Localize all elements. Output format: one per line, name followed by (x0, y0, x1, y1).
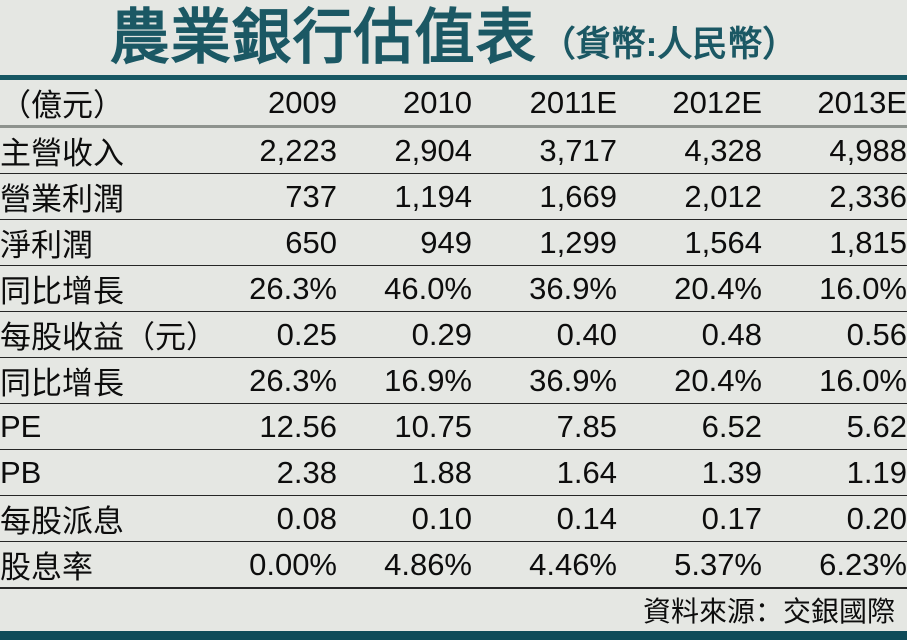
table-row: 淨利潤 650 949 1,299 1,564 1,815 (0, 220, 907, 266)
cell-value: 0.00% (249, 546, 337, 582)
cell-value: 20.4% (674, 270, 762, 306)
cell-value: 4.46% (529, 546, 617, 582)
table-row: PE 12.56 10.75 7.85 6.52 5.62 (0, 404, 907, 450)
cell-value: 6.23% (819, 546, 907, 582)
column-header: 2013E (817, 84, 907, 120)
column-header: 2011E (529, 84, 617, 120)
valuation-table: （億元） 2009 2010 2011E 2012E 2013E 主營收入 2,223 2,9… (0, 80, 907, 589)
cell-value: 36.9% (529, 362, 617, 398)
bottom-bar (0, 631, 907, 640)
cell-value: 0.08 (276, 500, 337, 536)
row-label: 營業利潤 (0, 182, 124, 217)
table-row: 同比增長 26.3% 16.9% 36.9% 20.4% 16.0% (0, 358, 907, 404)
cell-value: 16.0% (819, 270, 907, 306)
cell-value: 3,717 (539, 132, 617, 168)
row-label: 同比增長 (0, 274, 124, 309)
cell-value: 12.56 (259, 408, 337, 444)
cell-value: 1.64 (556, 454, 617, 490)
header-row: （億元） 2009 2010 2011E 2012E 2013E (0, 80, 907, 127)
cell-value: 0.29 (411, 316, 472, 352)
table-header: （億元） 2009 2010 2011E 2012E 2013E (0, 80, 907, 127)
title-rule (0, 75, 907, 80)
cell-value: 2,223 (259, 132, 337, 168)
cell-value: 36.9% (529, 270, 617, 306)
cell-value: 5.62 (846, 408, 907, 444)
column-header: 2009 (268, 84, 337, 120)
cell-value: 2.38 (276, 454, 337, 490)
cell-value: 1,669 (539, 178, 617, 214)
source-credit: 資料來源：交銀國際 (642, 596, 895, 627)
table-row: 每股收益（元） 0.25 0.29 0.40 0.48 0.56 (0, 312, 907, 358)
cell-value: 1,299 (539, 224, 617, 260)
cell-value: 10.75 (394, 408, 472, 444)
page-subtitle: （貨幣:人民幣） (540, 25, 798, 64)
cell-value: 2,012 (684, 178, 762, 214)
cell-value: 1,194 (394, 178, 472, 214)
cell-value: 2,904 (394, 132, 472, 168)
cell-value: 16.9% (384, 362, 472, 398)
cell-value: 737 (285, 178, 337, 214)
table-body: 主營收入 2,223 2,904 3,717 4,328 4,988 營業利潤 737 1,19… (0, 127, 907, 588)
cell-value: 26.3% (249, 362, 337, 398)
table-row: 營業利潤 737 1,194 1,669 2,012 2,336 (0, 174, 907, 220)
cell-value: 4,328 (684, 132, 762, 168)
cell-value: 6.52 (701, 408, 762, 444)
row-label: PE (0, 408, 42, 444)
table-row: 同比增長 26.3% 46.0% 36.9% 20.4% 16.0% (0, 266, 907, 312)
cell-value: 5.37% (674, 546, 762, 582)
cell-value: 1.39 (701, 454, 762, 490)
cell-value: 0.25 (276, 316, 337, 352)
cell-value: 0.48 (701, 316, 762, 352)
row-label: 每股派息 (0, 504, 124, 539)
row-label: 每股收益（元） (0, 320, 202, 355)
cell-value: 26.3% (249, 270, 337, 306)
row-label: 淨利潤 (0, 228, 93, 263)
cell-value: 1,564 (684, 224, 762, 260)
table-row: 股息率 0.00% 4.86% 4.46% 5.37% 6.23% (0, 542, 907, 588)
row-label: PB (0, 454, 42, 490)
cell-value: 0.17 (701, 500, 762, 536)
row-label: 主營收入 (0, 136, 124, 171)
cell-value: 650 (285, 224, 337, 260)
cell-value: 1.88 (411, 454, 472, 490)
cell-value: 0.20 (846, 500, 907, 536)
unit-header: （億元） (0, 88, 124, 123)
row-label: 同比增長 (0, 366, 124, 401)
cell-value: 4,988 (829, 132, 907, 168)
table-row: 每股派息 0.08 0.10 0.14 0.17 0.20 (0, 496, 907, 542)
cell-value: 16.0% (819, 362, 907, 398)
column-header: 2012E (672, 84, 762, 120)
table-row: 主營收入 2,223 2,904 3,717 4,328 4,988 (0, 127, 907, 174)
cell-value: 1,815 (829, 224, 907, 260)
cell-value: 20.4% (674, 362, 762, 398)
cell-value: 949 (420, 224, 472, 260)
cell-value: 0.40 (556, 316, 617, 352)
table-row: PB 2.38 1.88 1.64 1.39 1.19 (0, 450, 907, 496)
cell-value: 1.19 (846, 454, 907, 490)
cell-value: 46.0% (384, 270, 472, 306)
cell-value: 0.10 (411, 500, 472, 536)
page-title: 農業銀行估值表 (109, 3, 537, 71)
masthead: 農業銀行估值表 （貨幣:人民幣） (0, 0, 907, 75)
cell-value: 0.56 (846, 316, 907, 352)
column-header: 2010 (403, 84, 472, 120)
cell-value: 4.86% (384, 546, 472, 582)
cell-value: 7.85 (556, 408, 617, 444)
cell-value: 2,336 (829, 178, 907, 214)
row-label: 股息率 (0, 550, 93, 585)
cell-value: 0.14 (556, 500, 617, 536)
